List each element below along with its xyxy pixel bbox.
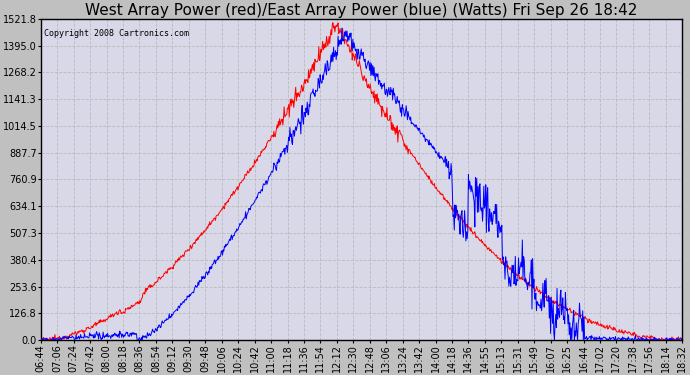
Text: Copyright 2008 Cartronics.com: Copyright 2008 Cartronics.com [44, 28, 189, 38]
Title: West Array Power (red)/East Array Power (blue) (Watts) Fri Sep 26 18:42: West Array Power (red)/East Array Power … [86, 3, 638, 18]
